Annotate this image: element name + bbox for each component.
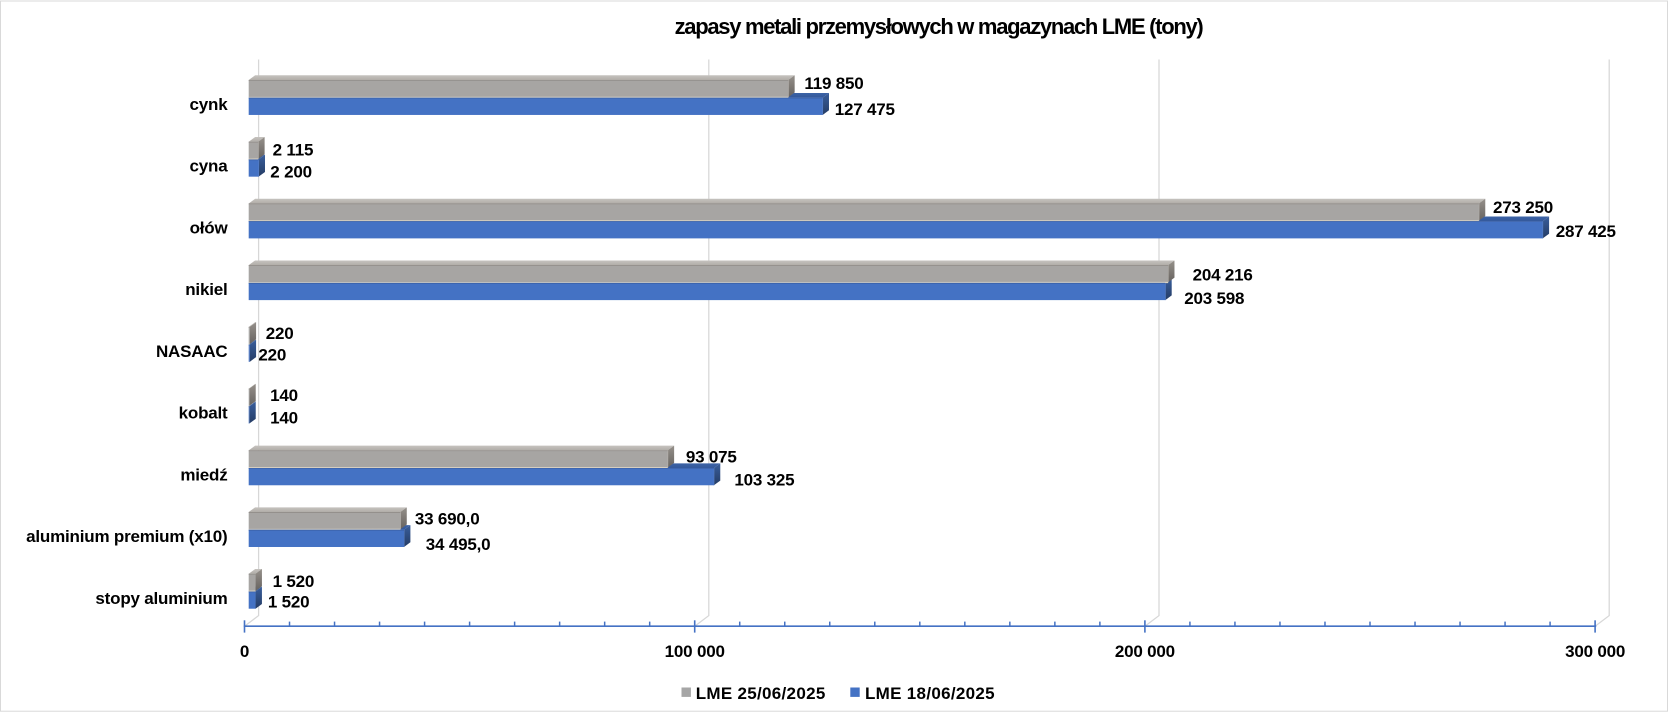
svg-text:kobalt: kobalt <box>179 404 228 423</box>
svg-text:aluminium premium (x10): aluminium premium (x10) <box>26 527 227 546</box>
svg-text:1 520: 1 520 <box>268 593 310 612</box>
svg-text:1 520: 1 520 <box>273 572 315 591</box>
svg-text:0: 0 <box>240 642 249 661</box>
svg-text:nikiel: nikiel <box>185 280 227 299</box>
svg-text:140: 140 <box>270 386 298 405</box>
svg-text:127 475: 127 475 <box>835 100 895 119</box>
svg-text:NASAAC: NASAAC <box>156 342 228 361</box>
svg-text:204 216: 204 216 <box>1193 266 1253 285</box>
svg-text:2 200: 2 200 <box>270 163 312 182</box>
svg-text:119 850: 119 850 <box>804 74 863 93</box>
svg-text:cynk: cynk <box>190 95 229 114</box>
svg-text:33 690,0: 33 690,0 <box>415 510 480 529</box>
svg-text:2 115: 2 115 <box>273 140 314 159</box>
svg-text:220: 220 <box>258 346 286 365</box>
svg-text:ołów: ołów <box>190 218 229 237</box>
svg-text:220: 220 <box>266 324 294 343</box>
svg-text:34 495,0: 34 495,0 <box>426 535 491 554</box>
svg-text:273 250: 273 250 <box>1493 198 1553 217</box>
svg-text:287 425: 287 425 <box>1556 222 1616 241</box>
svg-text:LME 25/06/2025: LME 25/06/2025 <box>696 684 826 703</box>
svg-text:cyna: cyna <box>190 157 229 176</box>
svg-text:300 000: 300 000 <box>1565 642 1625 661</box>
svg-text:203 598: 203 598 <box>1184 289 1244 308</box>
svg-text:100 000: 100 000 <box>665 642 725 661</box>
svg-text:LME 18/06/2025: LME 18/06/2025 <box>865 684 995 703</box>
svg-text:zapasy metali przemysłowych w: zapasy metali przemysłowych w magazynach… <box>675 14 1204 39</box>
svg-text:stopy aluminium: stopy aluminium <box>95 589 227 608</box>
svg-text:140: 140 <box>270 409 298 428</box>
svg-text:200 000: 200 000 <box>1115 642 1175 661</box>
svg-text:93 075: 93 075 <box>686 447 737 466</box>
svg-text:103 325: 103 325 <box>734 470 794 489</box>
svg-text:miedź: miedź <box>180 465 227 484</box>
